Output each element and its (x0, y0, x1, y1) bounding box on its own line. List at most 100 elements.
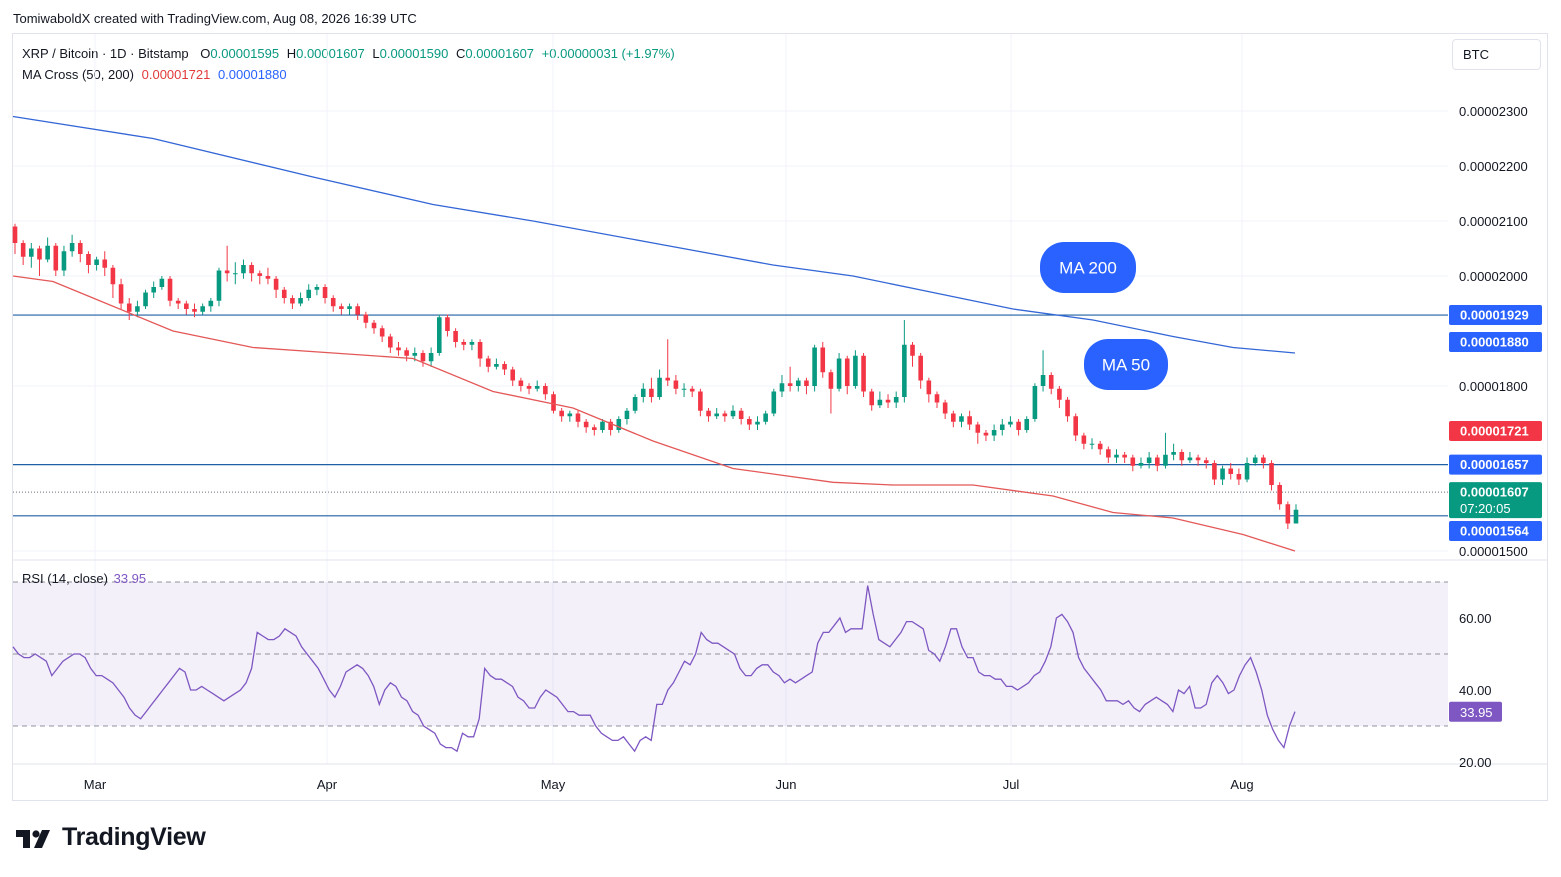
low-label: L (372, 46, 380, 61)
ma50-line (12, 275, 1296, 552)
time-axis-label: Apr (317, 777, 338, 792)
candle-body (991, 430, 997, 436)
candle-body (77, 243, 83, 254)
candle-body (330, 298, 336, 307)
candle-body (534, 386, 540, 389)
candle-body (1106, 449, 1111, 458)
candle-body (804, 380, 809, 386)
candle-body (232, 273, 238, 275)
candle-body (45, 245, 50, 260)
rsi-legend[interactable]: RSI (14, close) 33.95 (22, 571, 146, 586)
tradingview-logo-icon (16, 830, 50, 848)
candle-body (208, 300, 214, 307)
rsi-axis-label: 60.00 (1459, 611, 1492, 626)
candle-body (135, 306, 140, 312)
candle-body (779, 383, 785, 392)
candle-body (1252, 457, 1258, 463)
candle-body (126, 303, 132, 312)
candle-body (755, 421, 760, 425)
candle-body (396, 347, 401, 351)
candle-body (1228, 468, 1234, 474)
candle-body (877, 399, 883, 406)
ma-callout-bubble (1040, 242, 1136, 293)
candle-body (714, 413, 719, 417)
price-tag-label: 0.00001929 (1460, 308, 1529, 323)
time-axis-label: May (541, 777, 566, 792)
candle-body (551, 394, 556, 411)
chart-legend: XRP / Bitcoin · 1D · Bitstamp O0.0000159… (22, 45, 675, 87)
price-tag-box (1449, 421, 1542, 441)
price-axis-label: 0.00002000 (1459, 269, 1528, 284)
candle-body (828, 372, 834, 389)
high-label: H (286, 46, 297, 61)
candle-body (1122, 454, 1127, 458)
candle-body (600, 421, 605, 430)
tradingview-logo-text: TradingView (62, 823, 206, 851)
price-axis-label: 0.00002100 (1459, 214, 1528, 229)
candle-body (681, 388, 687, 390)
rsi-label: RSI (14, close) (22, 571, 108, 586)
candle-body (689, 388, 695, 392)
price-tag-label: 0.00001721 (1460, 424, 1529, 439)
candle-body (583, 421, 589, 428)
candle-body (12, 226, 18, 243)
price-tag-label: 0.00001880 (1460, 335, 1529, 350)
candle-body (820, 347, 826, 373)
candle-body (1277, 485, 1282, 505)
ma-legend-row[interactable]: MA Cross (50, 200) 0.00001721 0.00001880 (22, 66, 675, 87)
candle-body (485, 358, 491, 367)
candle-body (1261, 457, 1266, 463)
price-axis-label: 0.00001800 (1459, 379, 1528, 394)
candle-body (494, 364, 499, 367)
candle-body (363, 314, 369, 323)
rsi-value-tag (1449, 701, 1502, 722)
candle-body (355, 306, 360, 315)
candle-body (216, 270, 222, 301)
candle-body (885, 399, 891, 403)
candle-body (1057, 388, 1062, 400)
candle-body (738, 410, 744, 419)
candle-body (175, 300, 181, 304)
candle-body (1138, 463, 1144, 466)
candle-body (518, 380, 524, 386)
candle-body (1269, 463, 1274, 485)
candle-body (224, 270, 230, 274)
ma-callout-label: MA 50 (1102, 356, 1150, 375)
candle-body (649, 388, 654, 397)
symbol-title[interactable]: XRP / Bitcoin · 1D · Bitstamp (22, 46, 189, 61)
time-axis-label: Aug (1230, 777, 1253, 792)
candle-body (722, 413, 728, 417)
candle-body (339, 306, 344, 309)
candle-body (975, 424, 981, 433)
price-tag-label: 0.00001657 (1460, 457, 1529, 472)
chart-attribution: TomiwaboldX created with TradingView.com… (13, 11, 417, 26)
candle-body (371, 322, 377, 329)
candle-body (787, 383, 793, 386)
candle-body (567, 413, 573, 417)
candle-body (37, 248, 42, 260)
candle-body (1203, 460, 1209, 463)
price-tag-box (1449, 305, 1542, 326)
candle-body (934, 394, 940, 403)
candle-body (69, 243, 75, 252)
candle-body (1048, 375, 1054, 389)
candle-body (632, 397, 638, 411)
rsi-line (12, 585, 1296, 753)
candle-body (379, 328, 385, 337)
candle-body (951, 413, 956, 422)
candle-body (306, 289, 312, 298)
rsi-axis-label: 20.00 (1459, 755, 1492, 770)
candle-body (983, 432, 989, 436)
candle-body (420, 353, 426, 362)
candle-body (624, 410, 630, 419)
candle-body (298, 298, 303, 304)
currency-button[interactable]: BTC (1452, 39, 1541, 70)
candle-body (1293, 509, 1299, 524)
candle-body (1179, 452, 1185, 461)
candle-body (1236, 474, 1242, 480)
candle-body (665, 377, 671, 381)
candle-body (20, 243, 26, 257)
price-tag-label: 0.00001607 (1460, 485, 1529, 500)
candle-body (1008, 421, 1013, 425)
